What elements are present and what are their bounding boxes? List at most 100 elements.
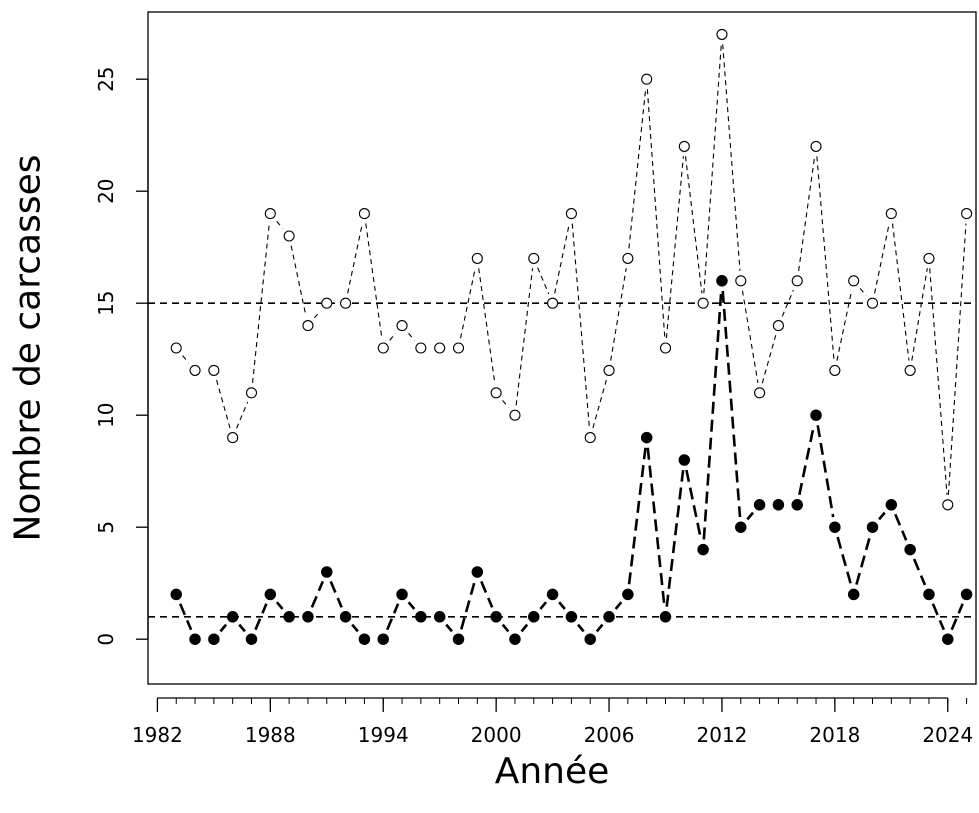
series-segment bbox=[684, 156, 703, 294]
series-segment bbox=[722, 44, 741, 271]
series-segment bbox=[931, 603, 946, 631]
data-point bbox=[452, 633, 465, 645]
data-point bbox=[697, 297, 709, 309]
series-segment bbox=[365, 223, 383, 339]
data-point bbox=[942, 633, 954, 645]
data-point bbox=[659, 611, 672, 623]
data-point bbox=[961, 208, 973, 220]
series-segment bbox=[539, 601, 548, 610]
data-point bbox=[547, 297, 559, 309]
series-segment bbox=[219, 623, 228, 633]
x-tick-label: 2000 bbox=[471, 723, 522, 747]
series-segment bbox=[178, 603, 193, 631]
series-segment bbox=[480, 580, 494, 608]
data-point bbox=[227, 432, 239, 444]
data-point bbox=[641, 73, 653, 85]
series-segment bbox=[816, 425, 835, 518]
data-point bbox=[584, 633, 596, 645]
series-segment bbox=[878, 511, 886, 521]
series-segment bbox=[702, 290, 723, 540]
data-point bbox=[847, 588, 860, 601]
data-point bbox=[716, 28, 728, 40]
data-point bbox=[226, 611, 239, 623]
y-tick-label: 25 bbox=[94, 66, 118, 91]
series-segment bbox=[741, 290, 759, 384]
series-segment bbox=[571, 223, 590, 428]
series-segment bbox=[385, 603, 400, 631]
series-segment bbox=[646, 89, 666, 339]
data-point bbox=[904, 543, 916, 556]
data-point bbox=[546, 588, 559, 601]
x-tick-label: 2006 bbox=[584, 723, 635, 747]
data-point bbox=[565, 208, 577, 220]
data-point bbox=[565, 611, 578, 623]
series-segment bbox=[254, 603, 268, 631]
data-point bbox=[264, 588, 277, 601]
series-segment bbox=[836, 290, 853, 361]
data-point bbox=[415, 611, 427, 623]
data-point bbox=[810, 140, 822, 152]
data-point bbox=[885, 499, 898, 511]
data-point bbox=[848, 275, 860, 287]
series-2 bbox=[170, 275, 973, 645]
series-segment bbox=[859, 288, 867, 296]
data-point bbox=[904, 364, 916, 376]
series-segment bbox=[558, 601, 566, 610]
x-axis: 1982 1988 1994 2000 2006 2012 2018 2024 bbox=[132, 697, 973, 747]
data-point bbox=[321, 297, 333, 309]
data-point bbox=[208, 364, 220, 376]
series-segment bbox=[836, 536, 853, 585]
data-point bbox=[471, 566, 484, 578]
series-segment bbox=[238, 623, 246, 633]
series-segment bbox=[911, 268, 928, 361]
data-point bbox=[396, 320, 408, 332]
series-segment bbox=[614, 601, 623, 610]
data-point bbox=[528, 252, 540, 264]
series-segment bbox=[407, 601, 416, 610]
data-point bbox=[697, 543, 709, 556]
data-point bbox=[885, 208, 897, 220]
series-segment bbox=[894, 513, 908, 541]
data-point bbox=[603, 364, 615, 376]
data-point bbox=[754, 387, 766, 399]
data-point bbox=[584, 432, 596, 444]
data-point bbox=[829, 521, 841, 533]
data-point bbox=[791, 275, 803, 287]
data-point bbox=[189, 364, 201, 376]
x-tick-label: 2024 bbox=[922, 723, 973, 747]
data-point bbox=[433, 611, 446, 623]
series-segment bbox=[275, 601, 284, 610]
data-point bbox=[170, 588, 182, 601]
series-segment bbox=[276, 220, 284, 229]
data-point bbox=[490, 387, 502, 399]
data-point bbox=[960, 588, 973, 601]
data-point bbox=[490, 611, 502, 623]
series-segment bbox=[855, 536, 872, 585]
series-segment bbox=[874, 223, 890, 294]
data-point bbox=[396, 588, 408, 601]
series-segment bbox=[445, 623, 453, 633]
data-point bbox=[603, 611, 615, 623]
series-1 bbox=[170, 28, 973, 511]
series-segment bbox=[478, 268, 496, 383]
series-segment bbox=[537, 267, 550, 295]
data-point bbox=[434, 342, 446, 354]
data-point bbox=[866, 521, 879, 533]
data-point bbox=[377, 633, 389, 645]
series-segment bbox=[554, 223, 570, 294]
series-segment bbox=[595, 623, 604, 633]
series-segment bbox=[610, 268, 627, 361]
y-axis: 0 5 10 15 20 25 bbox=[94, 66, 149, 646]
data-point bbox=[302, 611, 314, 623]
x-tick-label: 1994 bbox=[358, 723, 409, 747]
x-tick-label: 1982 bbox=[132, 723, 183, 747]
data-point bbox=[509, 633, 521, 645]
series-segment bbox=[798, 156, 816, 271]
series-segment bbox=[947, 223, 967, 495]
series-segment bbox=[313, 310, 321, 319]
data-point bbox=[245, 387, 258, 399]
series-segment bbox=[703, 44, 722, 294]
data-point bbox=[208, 633, 220, 645]
series-segment bbox=[389, 332, 397, 341]
